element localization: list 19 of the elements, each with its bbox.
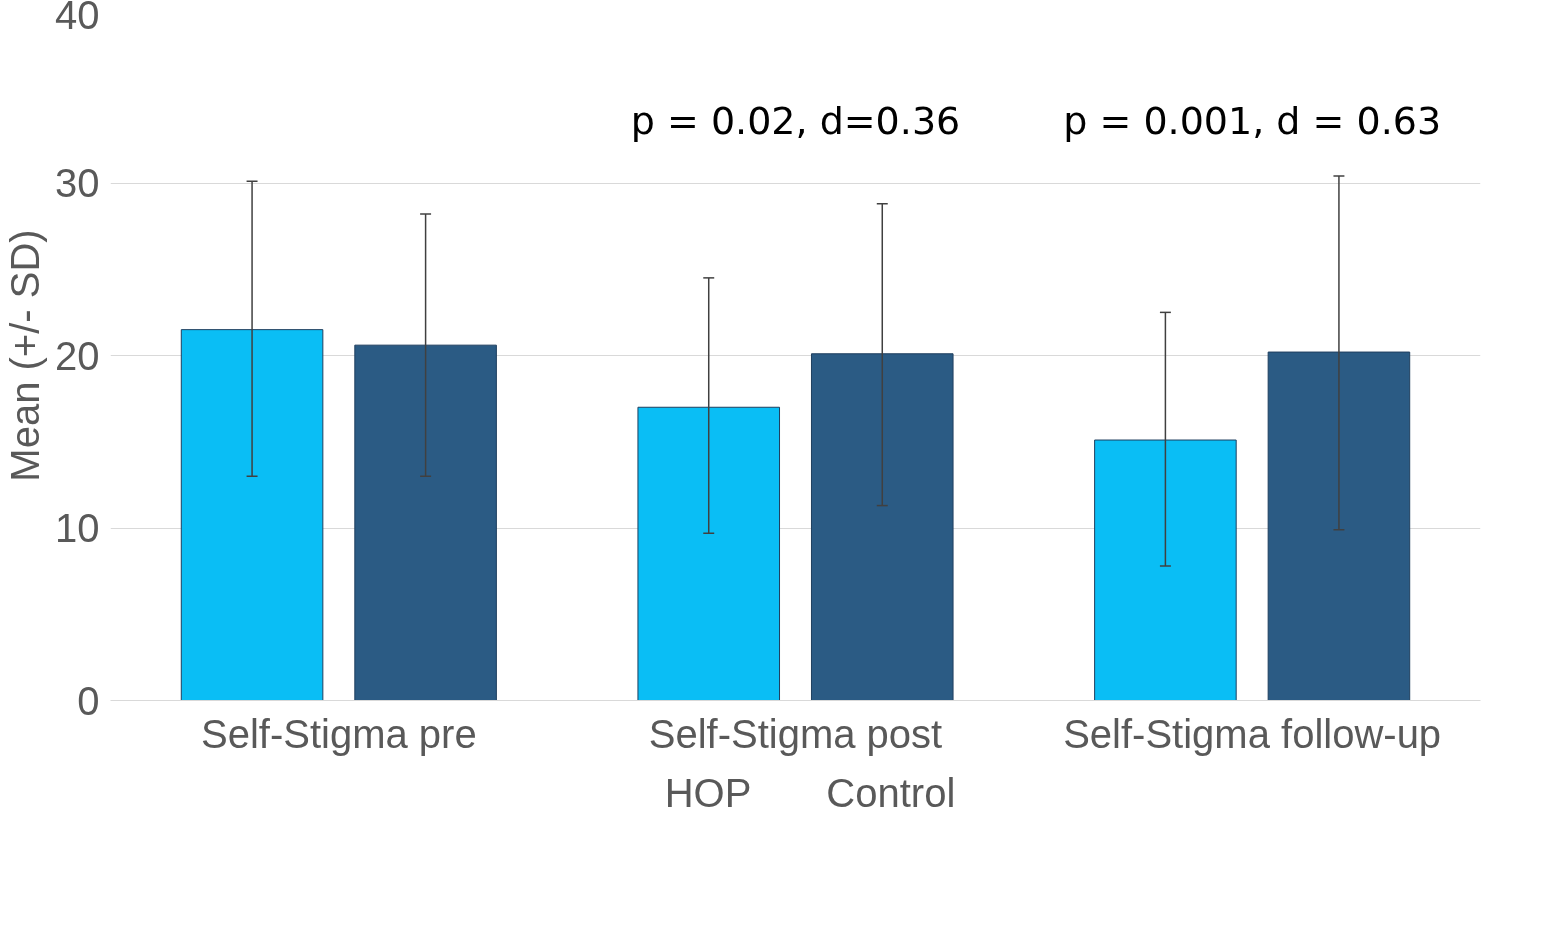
bar	[1267, 351, 1411, 701]
y-tick-label: 30	[55, 161, 100, 205]
y-tick-label: 0	[77, 678, 100, 723]
y-tick-label: 40	[55, 0, 100, 37]
annotation: p = 0.02, d=0.36	[630, 98, 961, 143]
y-axis-title: Mean (+/- SD)	[3, 229, 48, 482]
annotation: p = 0.001, d = 0.63	[1063, 98, 1442, 143]
y-tick-label: 20	[55, 333, 100, 378]
series-label: HOP	[664, 770, 752, 816]
x-tick-label: Self-Stigma post	[648, 711, 943, 756]
x-tick-label: Self-Stigma pre	[201, 711, 477, 756]
bar	[180, 329, 324, 701]
bar	[810, 353, 954, 701]
bar	[637, 406, 781, 701]
x-tick-label: Self-Stigma follow-up	[1063, 711, 1442, 756]
bar	[1094, 439, 1237, 701]
y-tick-label: 10	[55, 506, 100, 550]
series-label: Control	[826, 770, 956, 816]
bar	[354, 344, 497, 701]
